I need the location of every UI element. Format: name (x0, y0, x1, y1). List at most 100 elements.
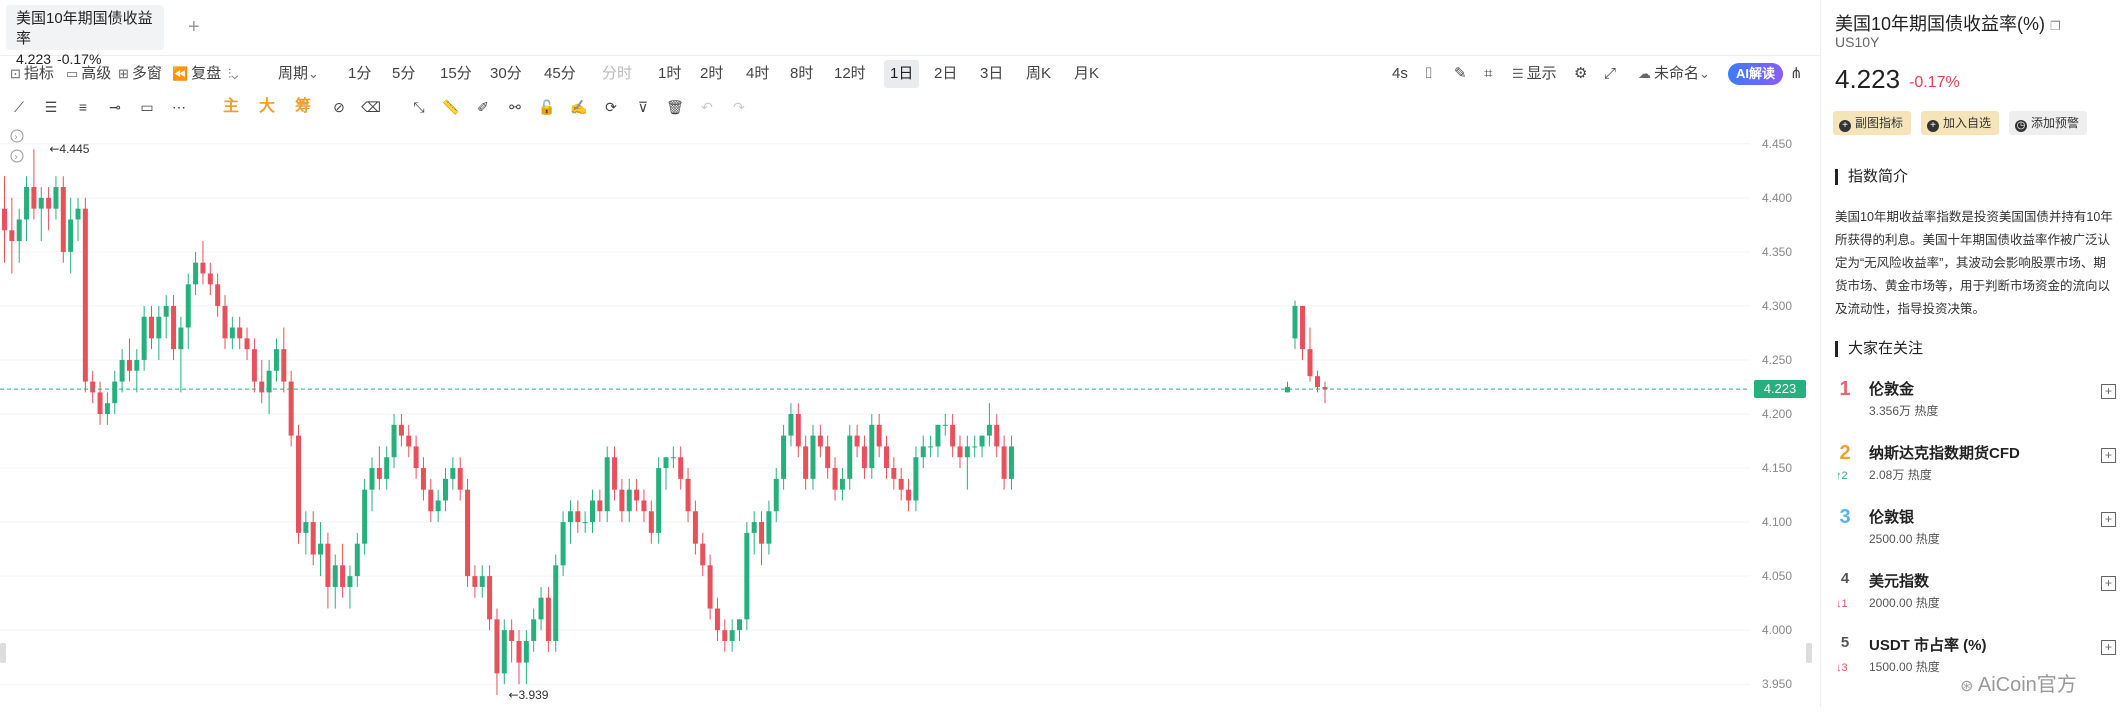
more-tools-icon[interactable]: ⋯ (172, 99, 186, 115)
candle-body (612, 457, 618, 490)
add-to-watchlist-icon[interactable]: + (2101, 448, 2116, 463)
redo-icon[interactable]: ↷ (733, 99, 745, 115)
candle-body (979, 435, 985, 447)
interval-label[interactable]: 4s (1392, 65, 1408, 82)
candle-body (884, 446, 889, 469)
layout-name-dropdown[interactable]: ☁ 未命名 ⌄ (1638, 60, 1713, 88)
period-14-button[interactable]: 周K (1026, 65, 1052, 82)
candle-body (384, 457, 390, 479)
period-7-button[interactable]: 2时 (700, 65, 724, 82)
share-icon[interactable]: ⋔ (1790, 65, 1803, 82)
candle-body (185, 284, 191, 328)
candle-body (869, 424, 875, 469)
rectangle-icon[interactable]: ▭ (140, 99, 154, 115)
magnet-icon[interactable]: ⊘ (333, 99, 345, 115)
add-tab-icon[interactable]: + (188, 16, 200, 38)
main-indicator-toggle[interactable]: 主 (222, 98, 239, 115)
candle-body (479, 576, 485, 587)
add-alert-button[interactable]: ◷ 添加预警 (2009, 111, 2088, 135)
candle-body (420, 468, 426, 490)
rank-change: ↑2 (1836, 470, 1848, 482)
candle-body (523, 640, 529, 663)
candle-body (590, 500, 595, 523)
watch-rank: 2 (1839, 442, 1851, 464)
candle-body (678, 457, 684, 479)
period-0-button[interactable]: 1分 (348, 65, 372, 82)
sub-indicator-button[interactable]: + 副图指标 (1833, 111, 1912, 135)
chip-distribution-toggle[interactable]: 筹 (294, 98, 311, 115)
advanced-icon: ▭ (66, 66, 79, 81)
candle-body (75, 208, 81, 220)
y-tick-label: 4.100 (1762, 515, 1792, 529)
add-to-watchlist-icon[interactable]: + (2101, 384, 2116, 399)
period-2-button[interactable]: 15分 (440, 65, 472, 82)
period-8-button[interactable]: 4时 (746, 65, 770, 82)
add-to-watchlist-icon[interactable]: + (2101, 512, 2116, 527)
eraser-icon[interactable]: ⌫ (361, 99, 381, 115)
period-10-button[interactable]: 12时 (834, 65, 866, 82)
large-order-toggle[interactable]: 大 (258, 98, 275, 115)
period-15-button[interactable]: 月K (1074, 65, 1100, 82)
period-1-button[interactable]: 5分 (392, 65, 416, 82)
brush-icon[interactable]: ✐ (477, 99, 489, 115)
trend-line-icon[interactable]: ⟋ (14, 99, 24, 115)
left-scroll-handle[interactable] (0, 643, 6, 663)
symbol-tab[interactable]: 美国10年期国债收益率 4.223 -0.17% (6, 5, 164, 67)
settings-icon[interactable]: ⚙ (1574, 65, 1588, 82)
ai-analysis-button[interactable]: AI解读 (1728, 63, 1784, 85)
candle-body (509, 630, 515, 641)
horizontal-lines-icon[interactable]: ☰ (44, 99, 58, 115)
watch-name: 美元指数 (1869, 573, 1930, 590)
period-6-button[interactable]: 1时 (658, 65, 682, 82)
link-icon[interactable]: ⚯ (509, 99, 521, 115)
candle-body (950, 424, 956, 447)
indicators-button[interactable]: ⊡ 指标 (10, 60, 54, 88)
chart-type-button[interactable]: ⫶⌄ (228, 60, 241, 88)
period-9-button[interactable]: 8时 (790, 65, 814, 82)
period-5-button[interactable]: 分时 (602, 65, 633, 82)
indicators-label: 指标 (23, 65, 54, 82)
ruler-icon[interactable]: 📏 (442, 99, 460, 115)
ray-icon[interactable]: ⊸ (109, 99, 121, 115)
fullscreen-icon[interactable]: ⤢ (1604, 65, 1617, 82)
period-3-button[interactable]: 30分 (490, 65, 522, 82)
indicator-icon: ⊡ (10, 66, 21, 81)
add-watchlist-button[interactable]: + 加入自选 (1921, 111, 2000, 135)
add-to-watchlist-icon[interactable]: + (2101, 576, 2116, 591)
edit-icon[interactable]: ✍ (570, 99, 588, 115)
display-button[interactable]: ☰ 显示 (1512, 60, 1557, 88)
pen-icon[interactable]: ✎ (1454, 65, 1467, 82)
period-dropdown[interactable]: 周期 ⌄ (278, 60, 322, 88)
advanced-button[interactable]: ▭ 高级 (66, 60, 111, 88)
period-11-button[interactable]: 1日 (884, 60, 920, 88)
filter-icon[interactable]: ⊽ (637, 99, 649, 115)
candlestick-chart[interactable]: 4.450 4.400 4.350 4.300 4.250 4.200 4.150 4.100… (0, 123, 1812, 707)
candle-body (1292, 305, 1298, 339)
watchlist-item[interactable]: 1 伦敦金 3.356万 热度 + (1835, 376, 2116, 434)
watchlist-item[interactable]: 4 ↓1 美元指数 2000.00 热度 + (1835, 568, 2116, 626)
layout-icon[interactable]: ⌗ (1484, 65, 1493, 82)
copy-icon[interactable]: ❐ (2050, 19, 2061, 33)
multi-window-button[interactable]: ⊞ 多窗 (118, 60, 162, 88)
watchlist-item[interactable]: 3 伦敦银 2500.00 热度 + (1835, 504, 2116, 562)
lock-icon[interactable]: 🔓 (538, 99, 556, 115)
trash-icon[interactable]: 🗑 (666, 99, 684, 115)
period-13-button[interactable]: 3日 (980, 65, 1004, 82)
add-to-watchlist-icon[interactable]: + (2101, 640, 2116, 655)
replay-button[interactable]: ⏪ 复盘 (172, 60, 221, 88)
undo-icon[interactable]: ↶ (701, 99, 713, 115)
camera-icon[interactable]: ⌷ (1424, 65, 1434, 82)
period-12-button[interactable]: 2日 (934, 65, 958, 82)
measure-icon[interactable]: ⤡ (413, 99, 425, 115)
plus-icon: + (1839, 120, 1851, 132)
parallel-channel-icon[interactable]: ≡ (78, 99, 88, 115)
candle-body (898, 478, 904, 490)
watch-name: USDT 市占率 (%) (1869, 637, 1987, 654)
candle-body (281, 349, 287, 382)
sync-icon[interactable]: ⟳ (605, 99, 617, 115)
watchlist-item[interactable]: 2 ↑2 纳斯达克指数期货CFD 2.08万 热度 + (1835, 440, 2116, 498)
right-scroll-handle[interactable] (1806, 643, 1812, 663)
period-4-button[interactable]: 45分 (544, 65, 576, 82)
watchlist-item[interactable]: 5 ↓3 USDT 市占率 (%) 1500.00 热度 + (1835, 632, 2116, 690)
aicoin-logo-icon: ⊛ (1960, 678, 1978, 695)
